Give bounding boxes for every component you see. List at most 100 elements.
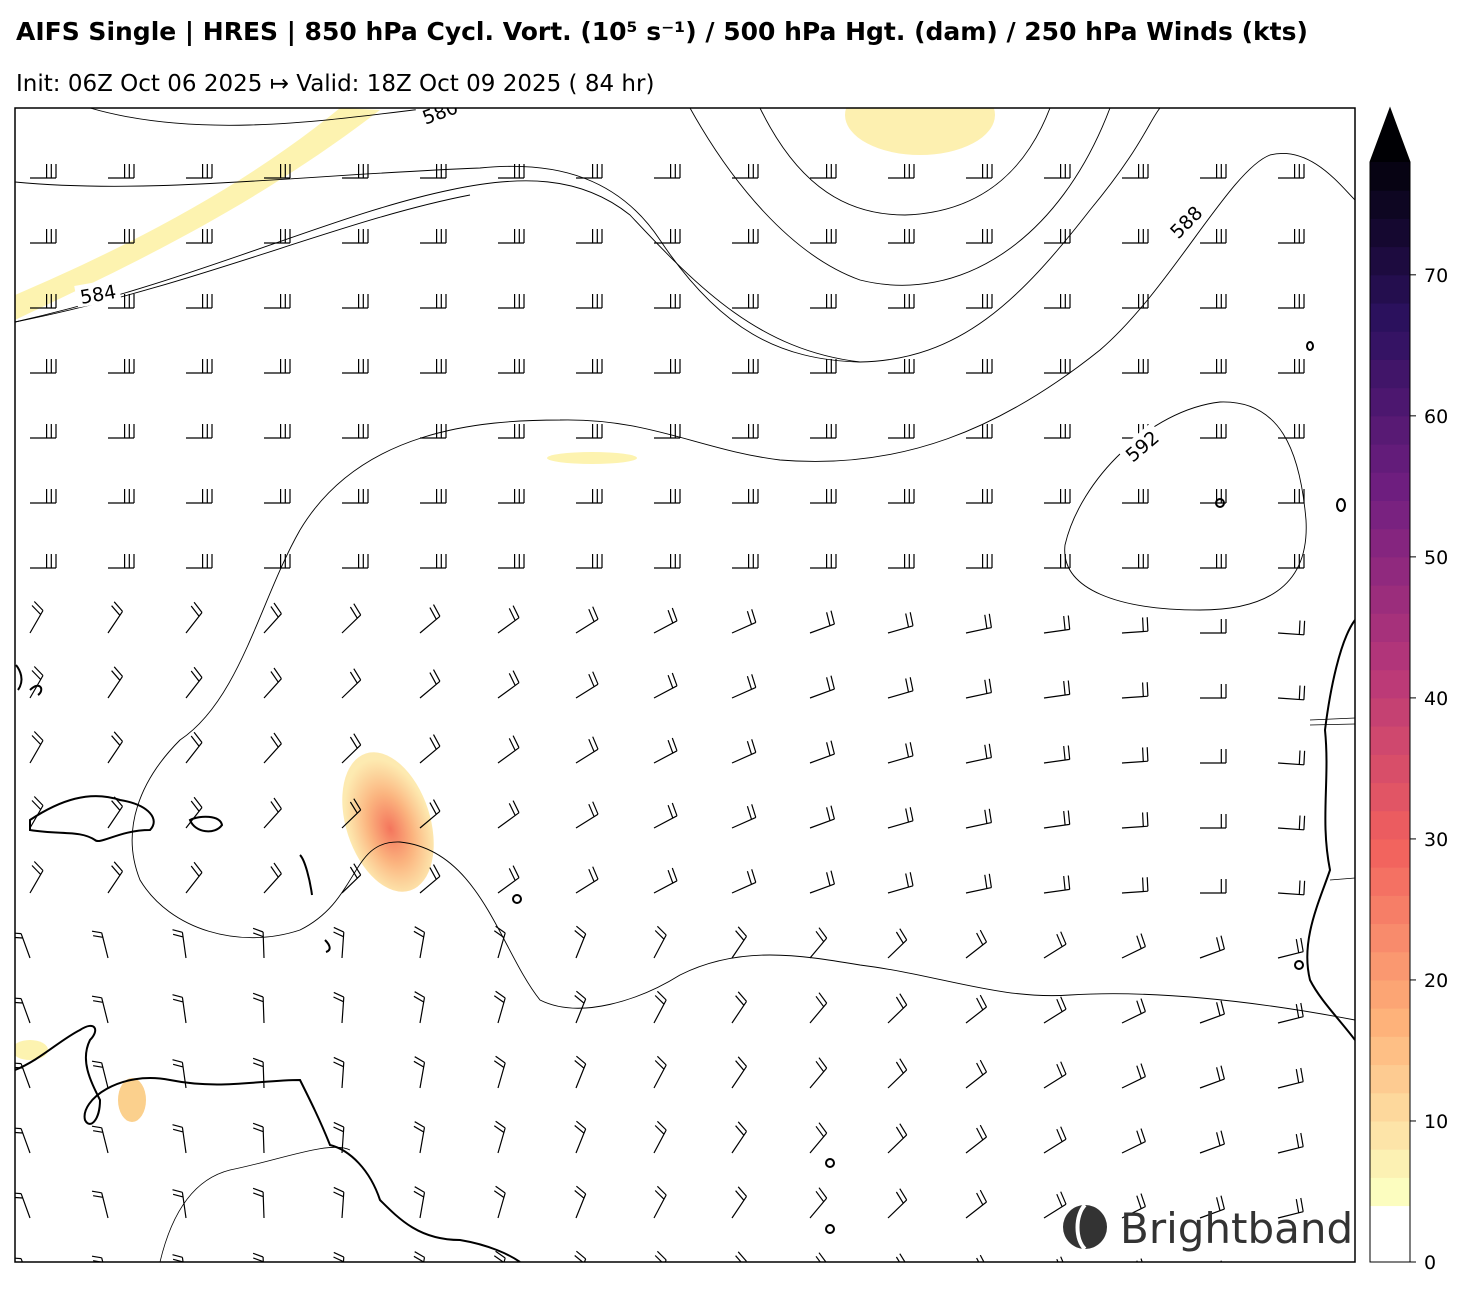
contour-label-bg <box>1117 422 1166 468</box>
colorbar-tick-label: 40 <box>1424 688 1448 710</box>
wind-barb <box>1122 164 1149 179</box>
wind-barb <box>107 601 123 634</box>
logo: Brightband <box>1063 1203 1353 1253</box>
colorbar-band <box>1370 810 1410 840</box>
colorbar-band <box>1370 782 1410 812</box>
wind-barb <box>732 164 759 179</box>
colorbar-tick-label: 30 <box>1424 829 1448 851</box>
colorbar-band <box>1370 359 1410 389</box>
colorbar-band <box>1370 895 1410 925</box>
wind-barb <box>887 1123 908 1154</box>
wind-barb <box>30 294 57 309</box>
wind-barb <box>1044 424 1071 439</box>
wind-barb <box>576 164 603 179</box>
wind-barb <box>498 294 525 309</box>
wind-barb <box>185 731 203 764</box>
wind-barb <box>965 743 992 764</box>
wind-barb <box>654 424 681 439</box>
wind-barb <box>497 800 520 829</box>
wind-barb <box>966 554 993 569</box>
wind-barb <box>732 489 759 504</box>
wind-barb <box>732 424 759 439</box>
wind-barb <box>333 1121 345 1154</box>
wind-barb <box>576 554 603 569</box>
wind-barb <box>1277 1067 1304 1089</box>
wind-barb <box>252 927 265 959</box>
wind-barb <box>965 994 988 1024</box>
wind-barb <box>1200 164 1227 179</box>
wind-barb <box>809 870 835 894</box>
vorticity-area <box>547 452 637 464</box>
colorbar-tick-label: 20 <box>1424 970 1448 992</box>
wind-barb <box>1121 1063 1146 1089</box>
wind-barb <box>498 424 525 439</box>
wind-barb <box>888 229 915 244</box>
wind-barb <box>107 861 123 894</box>
wind-barb <box>497 670 520 699</box>
wind-barb <box>887 742 914 764</box>
wind-barb <box>420 554 447 569</box>
wind-barb <box>29 601 44 634</box>
wind-barb <box>887 1188 908 1219</box>
wind-barb <box>887 928 908 959</box>
wind-barb <box>653 1055 667 1089</box>
wind-barb <box>185 666 203 699</box>
wind-barb <box>966 489 993 504</box>
wind-barb <box>1043 745 1071 764</box>
contour-label-bg <box>415 108 465 129</box>
wind-barb <box>810 229 837 244</box>
colorbar-band <box>1370 331 1410 360</box>
colorbar-band <box>1370 951 1410 981</box>
wind-barb <box>809 992 828 1024</box>
wind-barb <box>29 861 44 894</box>
wind-barb <box>966 164 993 179</box>
colorbar-band <box>1370 387 1410 417</box>
wind-barb <box>731 1121 747 1154</box>
colorbar-tick-label: 60 <box>1424 406 1448 428</box>
wind-barb <box>252 1057 265 1089</box>
wind-barb <box>420 294 447 309</box>
colorbar-tick-label: 50 <box>1424 547 1448 569</box>
wind-barb <box>654 489 681 504</box>
wind-barb <box>91 995 109 1024</box>
wind-barb <box>1200 879 1227 894</box>
wind-barb <box>1044 554 1071 569</box>
wind-barb <box>653 990 667 1024</box>
wind-barb <box>810 489 837 504</box>
wind-barb <box>185 861 203 894</box>
colorbar-band <box>1370 303 1410 332</box>
wind-barb <box>654 164 681 179</box>
colorbar-band <box>1370 697 1410 727</box>
wind-barb <box>810 424 837 439</box>
wind-barb <box>576 229 603 244</box>
wind-barb <box>575 606 599 634</box>
wind-barb <box>493 1120 506 1154</box>
wind-barb <box>108 294 135 309</box>
wind-barb <box>1278 1263 1303 1283</box>
wind-barb <box>15 997 31 1024</box>
wind-barb <box>887 807 914 829</box>
wind-barb <box>264 424 291 439</box>
wind-barb <box>264 554 291 569</box>
wind-barb <box>1278 554 1305 569</box>
wind-barb <box>420 164 447 179</box>
wind-barb <box>653 1120 667 1154</box>
wind-barb <box>91 1125 109 1154</box>
wind-barb <box>186 294 213 309</box>
wind-barb <box>976 1254 985 1262</box>
wind-barb <box>264 489 291 504</box>
wind-barb <box>419 864 441 894</box>
wind-barb <box>965 929 988 959</box>
wind-barb <box>1122 294 1149 309</box>
wind-barb <box>342 359 369 374</box>
wind-barb <box>653 737 678 764</box>
wind-barb <box>966 424 993 439</box>
logo-mark <box>1063 1205 1107 1249</box>
wind-barb <box>574 1120 587 1154</box>
vorticity-area <box>15 1040 48 1060</box>
wind-barb <box>576 359 603 374</box>
coastlines <box>15 341 1355 1262</box>
wind-barb <box>498 554 525 569</box>
wind-barb <box>888 359 915 374</box>
wind-barb <box>342 294 369 309</box>
